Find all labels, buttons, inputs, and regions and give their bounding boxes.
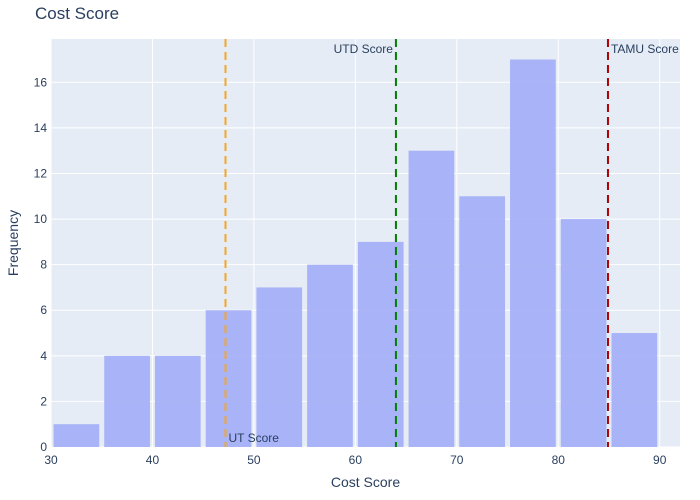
- y-tick-label: 0: [40, 440, 47, 454]
- y-tick-label: 2: [40, 394, 47, 408]
- histogram-bar: [256, 287, 303, 447]
- x-tick-label: 40: [146, 453, 160, 467]
- y-tick-label: 10: [34, 212, 48, 226]
- y-tick-label: 16: [34, 75, 48, 89]
- y-axis-title: Frequency: [5, 210, 21, 276]
- y-tick-label: 4: [40, 349, 47, 363]
- histogram-bar: [611, 333, 658, 447]
- x-tick-label: 60: [349, 453, 363, 467]
- histogram-bar: [154, 355, 201, 447]
- histogram-bar: [205, 310, 252, 447]
- histogram-bar: [459, 196, 506, 447]
- x-tick-label: 80: [552, 453, 566, 467]
- histogram-bar: [408, 150, 455, 448]
- histogram-bar: [307, 264, 353, 447]
- histogram-bar: [104, 355, 150, 447]
- histogram-bar: [560, 219, 607, 447]
- y-tick-label: 12: [34, 166, 48, 180]
- x-tick-label: 90: [653, 453, 667, 467]
- y-tick-label: 8: [40, 258, 47, 272]
- x-tick-label: 70: [450, 453, 464, 467]
- y-tick-label: 6: [40, 303, 47, 317]
- y-tick-label: 14: [34, 121, 48, 135]
- x-tick-label: 50: [247, 453, 261, 467]
- reference-line-label: UT Score: [228, 431, 279, 445]
- x-tick-label: 30: [44, 453, 58, 467]
- reference-line-label: TAMU Score: [611, 42, 679, 56]
- reference-line-label: UTD Score: [334, 42, 394, 56]
- chart-title: Cost Score: [35, 4, 120, 23]
- histogram-bar: [53, 424, 100, 447]
- x-axis-title: Cost Score: [331, 474, 400, 490]
- histogram-bar: [510, 59, 556, 447]
